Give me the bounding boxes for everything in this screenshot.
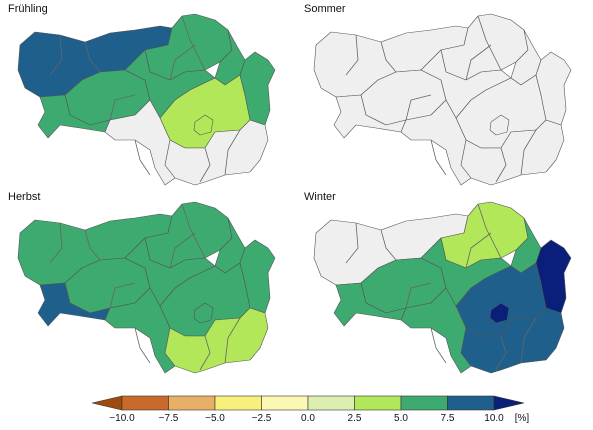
region-g [193, 302, 214, 324]
legend-tick-label: 0.0 [301, 413, 315, 424]
region-ee [239, 51, 276, 126]
district-boundary [224, 129, 241, 176]
district-boundary [430, 327, 447, 364]
district-boundary [49, 222, 63, 264]
panel-title: Sommer [304, 3, 346, 15]
legend-swatch [307, 395, 355, 411]
legend-tick-label: 10.0 [484, 413, 504, 424]
region-sw [333, 282, 407, 327]
region-se [460, 119, 565, 186]
region-se [164, 307, 269, 374]
district-boundary [477, 203, 502, 259]
map-panel-fruehling: Frühling [8, 3, 276, 186]
district-boundary [134, 327, 151, 364]
styria-map [17, 13, 276, 186]
district-boundary [520, 129, 537, 176]
district-boundary [465, 232, 492, 269]
legend-swatch [261, 395, 309, 411]
region-g [193, 114, 214, 136]
map-panel-sommer: Sommer [304, 3, 572, 186]
district-boundary [380, 41, 397, 73]
district-boundary [430, 139, 447, 176]
region-sw [333, 94, 407, 139]
map-panel-winter: Winter [304, 191, 572, 374]
region-s [104, 287, 176, 374]
district-boundary [169, 232, 196, 269]
district-boundary [84, 229, 101, 261]
legend-swatch [354, 395, 402, 411]
legend-swatch [400, 395, 448, 411]
legend-tick-label: −7.5 [159, 413, 179, 424]
legend-swatch [214, 395, 262, 411]
district-boundary [109, 282, 136, 309]
region-s [400, 99, 472, 186]
region-s [104, 99, 176, 186]
legend-swatch [121, 395, 169, 411]
district-boundary [465, 44, 492, 81]
map-panel-herbst: Herbst [8, 191, 276, 374]
region-sw [37, 94, 111, 139]
district-boundary [49, 34, 63, 76]
legend-tick-label: 5.0 [394, 413, 408, 424]
legend-tick-label: 7.5 [441, 413, 455, 424]
legend-swatch-max [493, 395, 525, 411]
district-boundary [495, 147, 507, 183]
region-ee [239, 239, 276, 314]
district-boundary [169, 44, 196, 81]
legend-swatch [447, 395, 495, 411]
district-boundary [181, 15, 206, 71]
region-se [164, 119, 269, 186]
region-sw [37, 282, 111, 327]
district-boundary [405, 282, 432, 309]
district-boundary [199, 147, 211, 183]
legend-tick-label: −2.5 [252, 413, 272, 424]
color-legend: −10.0 −7.5 −5.0 −2.5 0.0 2.5 5.0 7.5 10.0 [%] [91, 395, 530, 424]
region-g [489, 302, 510, 324]
legend-tick-label: −10.0 [109, 413, 135, 424]
district-boundary [495, 335, 507, 371]
district-boundary [84, 41, 101, 73]
region-ee [535, 239, 572, 314]
region-se [460, 307, 565, 374]
district-boundary [199, 335, 211, 371]
legend-swatch [168, 395, 216, 411]
district-boundary [181, 203, 206, 259]
district-boundary [477, 15, 502, 71]
region-g [489, 114, 510, 136]
legend-tick-label: −5.0 [205, 413, 225, 424]
panel-title: Frühling [8, 3, 48, 15]
district-boundary [224, 317, 241, 364]
legend-unit-label: [%] [515, 413, 530, 424]
district-boundary [109, 94, 136, 121]
styria-map [313, 201, 572, 374]
legend-tick-label: 2.5 [348, 413, 362, 424]
district-boundary [345, 222, 359, 264]
district-boundary [134, 139, 151, 176]
styria-map [17, 201, 276, 374]
styria-map [313, 13, 572, 186]
district-boundary [520, 317, 537, 364]
district-boundary [345, 34, 359, 76]
legend-swatch-min [91, 395, 123, 411]
panel-title: Winter [304, 191, 336, 203]
district-boundary [405, 94, 432, 121]
region-ee [535, 51, 572, 126]
panel-title: Herbst [8, 191, 40, 203]
district-boundary [380, 229, 397, 261]
region-s [400, 287, 472, 374]
